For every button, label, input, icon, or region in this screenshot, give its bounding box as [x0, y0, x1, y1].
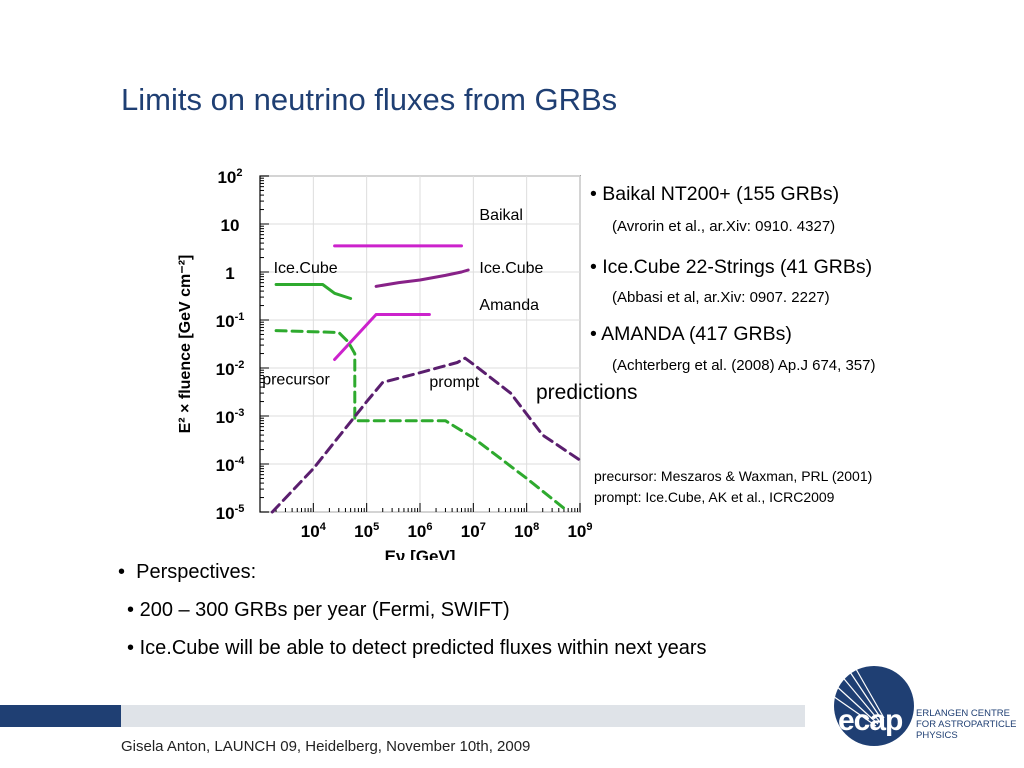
y-tick-label: 10-2: [216, 359, 245, 379]
x-tick-label: 107: [461, 521, 486, 541]
x-tick-label: 104: [301, 521, 327, 541]
series-label: Ice.Cube: [274, 260, 338, 277]
legend-item-baikal: • Baikal NT200+ (155 GRBs): [590, 183, 839, 206]
y-tick-label: 10-3: [216, 407, 245, 427]
series-line-prompt: [270, 356, 582, 514]
series-label: prompt: [429, 374, 479, 391]
x-tick-label: 105: [354, 521, 379, 541]
logo-mark: ecap: [838, 704, 903, 737]
citation-precursor-label: precursor:: [594, 468, 658, 484]
series-label: Amanda: [479, 297, 539, 314]
legend-item-amanda-ref: (Achterberg et al. (2008) Ap.J 674, 357): [612, 357, 876, 374]
perspective-item: • Ice.Cube will be able to detect predic…: [127, 637, 707, 660]
y-tick-label: 10: [221, 216, 240, 235]
citation-precursor: precursor: Meszaros & Waxman, PRL (2001): [594, 467, 872, 486]
logo-line2: FOR ASTROPARTICLE: [916, 719, 1016, 730]
series-line-precursor: [274, 329, 566, 510]
legend-item-baikal-name: Baikal NT200+ (155 GRBs): [602, 183, 840, 205]
slide-title: Limits on neutrino fluxes from GRBs: [121, 82, 618, 117]
perspectives-heading-text: Perspectives:: [136, 561, 257, 583]
x-axis-label: Eν [GeV]: [385, 547, 456, 560]
footer-bar: [121, 705, 805, 727]
series-label: Ice.Cube: [479, 260, 543, 277]
perspective-item: • 200 – 300 GRBs per year (Fermi, SWIFT): [127, 599, 510, 622]
series-line-ice-cube: [274, 283, 353, 300]
bullet: •: [590, 183, 597, 205]
logo-line1: ERLANGEN CENTRE: [916, 708, 1010, 719]
perspective-item-text: Ice.Cube will be able to detect predicte…: [139, 637, 707, 659]
citation-prompt-ref: Ice.Cube, AK et al., ICRC2009: [645, 489, 835, 505]
x-tick-label: 108: [514, 521, 539, 541]
citation-precursor-ref: Meszaros & Waxman, PRL (2001): [660, 468, 873, 484]
y-tick-label: 10-1: [216, 311, 245, 331]
perspective-item-text: 200 – 300 GRBs per year (Fermi, SWIFT): [139, 599, 510, 621]
bullet: •: [590, 256, 597, 278]
legend-item-baikal-ref: (Avrorin et al., ar.Xiv: 0910. 4327): [612, 218, 836, 235]
predictions-label: predictions: [536, 381, 638, 404]
series-line-ice-cube: [374, 268, 470, 288]
series-line-amanda: [333, 313, 431, 361]
legend-item-amanda-name: AMANDA (417 GRBs): [601, 323, 792, 345]
y-tick-label: 102: [217, 167, 242, 187]
footer-bar-accent: [0, 705, 121, 727]
legend-item-icecube-ref: (Abbasi et al, ar.Xiv: 0907. 2227): [612, 289, 830, 306]
x-tick-label: 109: [567, 521, 592, 541]
y-tick-label: 10-4: [216, 455, 246, 475]
citation-prompt: prompt: Ice.Cube, AK et al., ICRC2009: [594, 488, 834, 507]
ecap-logo: ecap ERLANGEN CENTRE FOR ASTROPARTICLE P…: [830, 661, 1016, 746]
flux-limits-chart: 104 105 106 107 108 109 102 10 1 10-1 10-2 10-3 10-4…: [177, 167, 593, 560]
logo-rays: [830, 661, 885, 727]
perspectives-heading: • Perspectives:: [118, 561, 256, 584]
legend-item-amanda: • AMANDA (417 GRBs): [590, 323, 792, 346]
logo-circle: [834, 666, 914, 746]
y-tick-label: 10-5: [216, 503, 245, 523]
citation-prompt-label: prompt:: [594, 489, 642, 505]
y-tick-label: 1: [225, 264, 234, 283]
bullet: •: [127, 637, 135, 659]
bullet: •: [590, 323, 597, 345]
x-tick-label: 106: [407, 521, 432, 541]
bullet: •: [118, 561, 126, 583]
series-label: precursor: [262, 372, 330, 389]
y-axis-label: E² × fluence [GeV cm⁻²]: [177, 255, 194, 434]
footer-text: Gisela Anton, LAUNCH 09, Heidelberg, Nov…: [121, 738, 531, 755]
legend-item-icecube-name: Ice.Cube 22-Strings (41 GRBs): [602, 256, 873, 278]
logo-line3: PHYSICS: [916, 730, 958, 741]
legend-item-icecube: • Ice.Cube 22-Strings (41 GRBs): [590, 256, 872, 279]
bullet: •: [127, 599, 135, 621]
series-label: Baikal: [479, 207, 523, 224]
